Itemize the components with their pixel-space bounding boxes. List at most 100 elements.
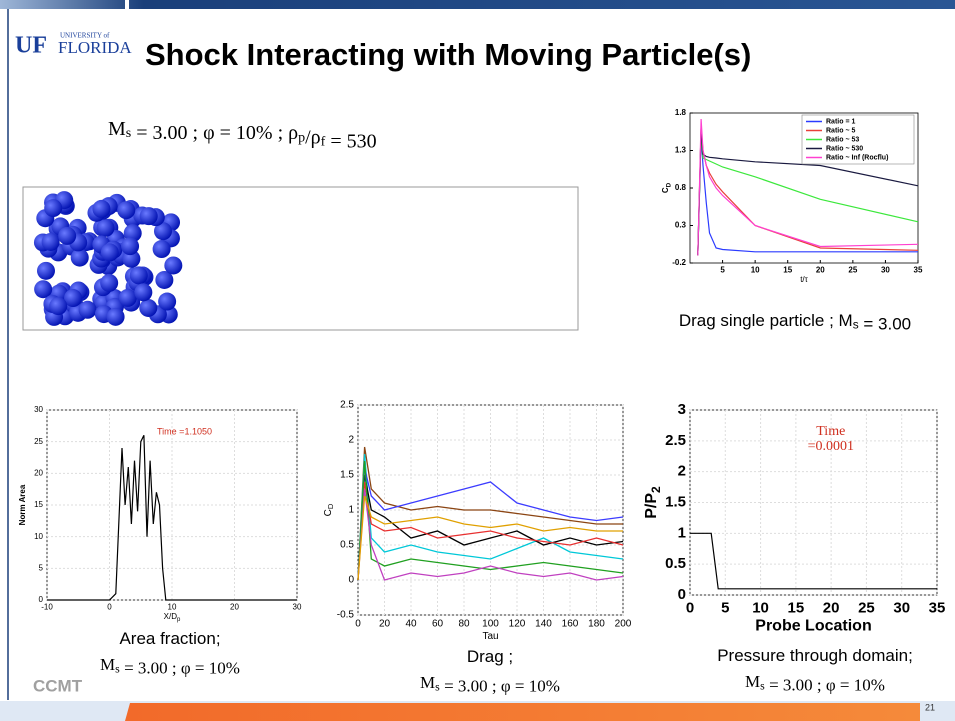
y-tick-label: 2 (348, 435, 354, 446)
x-axis-label: Probe Location (755, 618, 871, 635)
series-line (357, 467, 624, 581)
y-tick-label: 1.5 (665, 493, 686, 510)
x-tick-label: 15 (788, 599, 805, 616)
x-tick-label: 200 (615, 619, 632, 630)
series-line (357, 446, 623, 581)
text-part: = 3.00 ; φ = 10% (765, 675, 885, 694)
y-tick-label: 30 (34, 405, 43, 414)
subscript: s (853, 318, 859, 332)
subscript: p (298, 131, 305, 146)
subscript: p (177, 617, 181, 623)
subscript: s (126, 126, 131, 141)
subscript: s (115, 661, 120, 675)
series-line (697, 118, 919, 256)
y-tick-label: 1.3 (675, 146, 687, 155)
x-tick-label: -10 (41, 602, 53, 611)
text-part: Pressure through domain; (717, 646, 913, 665)
y-tick-label: 0 (348, 575, 354, 586)
text-part: Tau (482, 631, 498, 642)
particle (92, 199, 111, 218)
x-tick-label: 140 (535, 619, 552, 630)
caption: Pressure through domain; (717, 646, 913, 665)
y-tick-label: 25 (34, 437, 43, 446)
x-tick-label: 5 (720, 265, 725, 274)
text-part: Drag ; (467, 647, 513, 666)
y-tick-label: 0.3 (675, 221, 687, 230)
legend-label: Ratio ~ 530 (826, 145, 863, 152)
x-tick-label: 0 (355, 619, 361, 630)
subscript: D (326, 503, 335, 509)
x-tick-label: 30 (881, 265, 890, 274)
particle (49, 297, 68, 316)
series-line (47, 435, 297, 601)
text-part: M (745, 672, 760, 691)
subscript: s (760, 678, 765, 692)
bottom-band-accent (125, 703, 920, 721)
y-tick-label: 10 (34, 532, 43, 541)
x-tick-label: 160 (562, 619, 579, 630)
particle (121, 237, 140, 256)
x-tick-label: 10 (751, 265, 760, 274)
x-tick-label: 100 (482, 619, 499, 630)
y-tick-label: -0.2 (672, 258, 686, 267)
logo-florida: FLORIDA (58, 38, 132, 57)
particle (34, 280, 53, 299)
particle (58, 226, 77, 245)
particle (106, 307, 125, 326)
annotation: Time =1.1050 (157, 426, 212, 436)
subscript: f (321, 135, 326, 150)
particle (139, 207, 158, 226)
text-part: M (108, 118, 126, 140)
top-band-divider (125, 0, 129, 9)
particles (33, 191, 183, 326)
y-tick-label: 20 (34, 468, 43, 477)
text-part: P/P (643, 493, 660, 519)
subscript: 2 (649, 486, 663, 493)
y-tick-label: 1.8 (675, 108, 687, 117)
text-part: Drag single particle ; M (679, 311, 853, 330)
y-tick-label: 1 (348, 505, 354, 516)
caption: Ms = 3.00 ; φ = 10% (420, 673, 560, 696)
text-part: C (661, 187, 670, 193)
x-tick-label: 15 (783, 265, 792, 274)
x-tick-label: 5 (721, 599, 729, 616)
y-tick-label: 0.5 (665, 555, 686, 572)
particle (100, 243, 119, 262)
y-tick-label: 5 (39, 563, 44, 572)
series-line (357, 481, 624, 581)
text-part: = 530 (325, 130, 376, 152)
caption: Drag ; (467, 647, 513, 666)
x-tick-label: 10 (168, 602, 177, 611)
series-line (357, 495, 623, 581)
particle (117, 201, 136, 220)
y-tick-label: 0.8 (675, 183, 687, 192)
particle (100, 273, 119, 292)
legend-label: Ratio ~ Inf (Rocflu) (826, 154, 888, 161)
x-axis-label: Tau (482, 631, 498, 642)
particle (164, 256, 183, 275)
text-part: C (323, 509, 334, 516)
y-tick-label: 1 (678, 524, 686, 541)
particle (64, 289, 83, 308)
caption: Area fraction; (119, 629, 220, 648)
annotation: =0.0001 (808, 439, 854, 454)
page-number: 21 (925, 702, 935, 712)
y-tick-label: 2 (678, 463, 686, 480)
x-tick-label: 35 (929, 599, 946, 616)
legend-label: Ratio ~ 5 (826, 127, 855, 134)
text-part: t/τ (800, 275, 808, 284)
y-tick-label: 0 (678, 586, 686, 603)
text-part: /ρ (305, 126, 321, 148)
particle (96, 218, 115, 237)
caption: Ms = 3.00 ; φ = 10% (100, 655, 240, 678)
y-tick-label: 0 (39, 595, 44, 604)
x-tick-label: 120 (509, 619, 526, 630)
y-axis-label: P/P2 (643, 486, 663, 519)
text-part: = 3.00 ; φ = 10% (120, 658, 240, 677)
particle (155, 270, 174, 289)
series-line (357, 474, 624, 581)
y-tick-label: -0.5 (337, 610, 355, 621)
particle (153, 222, 172, 241)
y-axis-label: CD (323, 503, 335, 516)
